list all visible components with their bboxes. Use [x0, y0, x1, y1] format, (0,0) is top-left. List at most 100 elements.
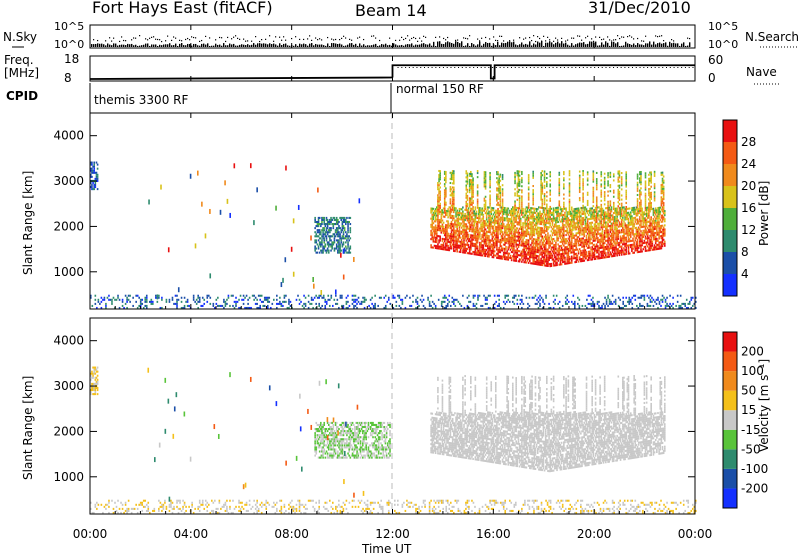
heatmap-cell	[605, 256, 607, 259]
heatmap-cell	[618, 249, 621, 253]
heatmap-cell	[511, 236, 514, 239]
nsky-bar	[407, 44, 409, 47]
heatmap-cell	[570, 220, 573, 223]
heatmap-cell	[473, 228, 476, 231]
heatmap-cell	[529, 247, 531, 250]
heatmap-cell	[609, 186, 612, 189]
heatmap-cell	[435, 230, 438, 233]
heatmap-cell	[337, 218, 339, 221]
heatmap-cell	[576, 211, 579, 214]
heatmap-cell	[514, 180, 516, 183]
heatmap-cell	[626, 218, 629, 221]
heatmap-cell	[447, 238, 449, 241]
heatmap-cell	[583, 247, 586, 250]
heatmap-cell	[543, 178, 546, 181]
heatmap-cell	[502, 208, 505, 211]
heatmap-cell	[618, 172, 621, 175]
nsky-bar	[207, 43, 209, 47]
heatmap-cell	[587, 252, 590, 255]
heatmap-cell	[620, 225, 623, 228]
heatmap-cell	[589, 232, 591, 235]
heatmap-cell	[438, 220, 440, 224]
nave-dot	[458, 67, 460, 68]
heatmap-cell	[509, 254, 512, 257]
heatmap-cell	[534, 238, 537, 241]
power-heatmap	[90, 161, 697, 309]
heatmap-cell	[475, 247, 478, 250]
heatmap-cell	[594, 231, 597, 234]
heatmap-cell	[552, 252, 555, 255]
heatmap-cell	[517, 215, 520, 218]
nsky-bar	[429, 43, 431, 47]
heatmap-cell	[499, 232, 502, 235]
heatmap-cell	[583, 208, 586, 211]
heatmap-cell	[450, 192, 453, 195]
heatmap-cell	[479, 207, 481, 210]
nsky-bar	[545, 42, 547, 47]
heatmap-cell	[508, 211, 511, 214]
nave-dot	[420, 67, 422, 68]
heatmap-cell	[563, 205, 565, 208]
heatmap-cell	[472, 199, 474, 202]
heatmap-cell	[624, 238, 626, 241]
heatmap-cell	[564, 240, 566, 243]
heatmap-cell	[515, 251, 517, 254]
heatmap-cell	[606, 245, 608, 248]
heatmap-cell	[618, 231, 621, 234]
nsearch-dot	[643, 40, 645, 42]
nsearch-dot	[351, 39, 353, 41]
heatmap-cell	[614, 228, 616, 231]
nsearch-dot	[641, 40, 643, 42]
heatmap-cell	[468, 201, 471, 204]
heatmap-cell	[499, 228, 502, 231]
heatmap-cell	[438, 196, 440, 199]
heatmap-cell	[475, 251, 478, 254]
heatmap-cell	[498, 251, 500, 254]
heatmap-cell	[510, 242, 513, 245]
heatmap-cell	[519, 227, 522, 230]
heatmap-cell	[437, 222, 439, 225]
heatmap-cell	[566, 246, 569, 249]
heatmap-cell	[557, 237, 559, 240]
heatmap-cell	[602, 252, 605, 255]
heatmap-cell	[348, 251, 350, 254]
heatmap-cell	[484, 175, 487, 178]
heatmap-cell	[614, 226, 616, 229]
heatmap-cell	[527, 194, 530, 197]
heatmap-cell	[509, 230, 512, 233]
heatmap-cell	[589, 254, 591, 257]
heatmap-cell	[446, 240, 448, 243]
heatmap-cell	[518, 235, 521, 238]
heatmap-cell	[632, 239, 634, 242]
heatmap-cell	[568, 182, 571, 185]
heatmap-cell	[470, 228, 472, 231]
nsky-bar	[473, 44, 475, 47]
heatmap-cell	[446, 248, 448, 251]
heatmap-cell	[471, 189, 473, 192]
heatmap-cell	[316, 251, 319, 254]
heatmap-cell	[466, 215, 469, 218]
heatmap-cell	[624, 226, 626, 229]
heatmap-cell	[575, 211, 578, 214]
heatmap-cell	[471, 183, 473, 186]
nsky-bar	[317, 44, 319, 47]
heatmap-cell	[639, 244, 641, 247]
nave-dot	[514, 67, 516, 68]
heatmap-cell	[450, 233, 453, 236]
heatmap-cell	[639, 179, 641, 182]
heatmap-cell	[329, 239, 331, 242]
heatmap-cell	[567, 247, 570, 250]
heatmap-cell	[499, 179, 502, 182]
heatmap-cell	[331, 245, 333, 248]
heatmap-cell	[518, 219, 521, 222]
heatmap-cell	[484, 203, 487, 206]
heatmap-cell	[584, 249, 587, 252]
heatmap-cell	[476, 229, 479, 232]
heatmap-cell	[332, 227, 335, 230]
heatmap-cell	[314, 218, 316, 221]
nave-dot	[560, 67, 562, 68]
heatmap-cell	[445, 187, 447, 190]
heatmap-cell	[595, 200, 598, 203]
heatmap-cell	[458, 240, 461, 243]
heatmap-cell	[432, 238, 435, 241]
